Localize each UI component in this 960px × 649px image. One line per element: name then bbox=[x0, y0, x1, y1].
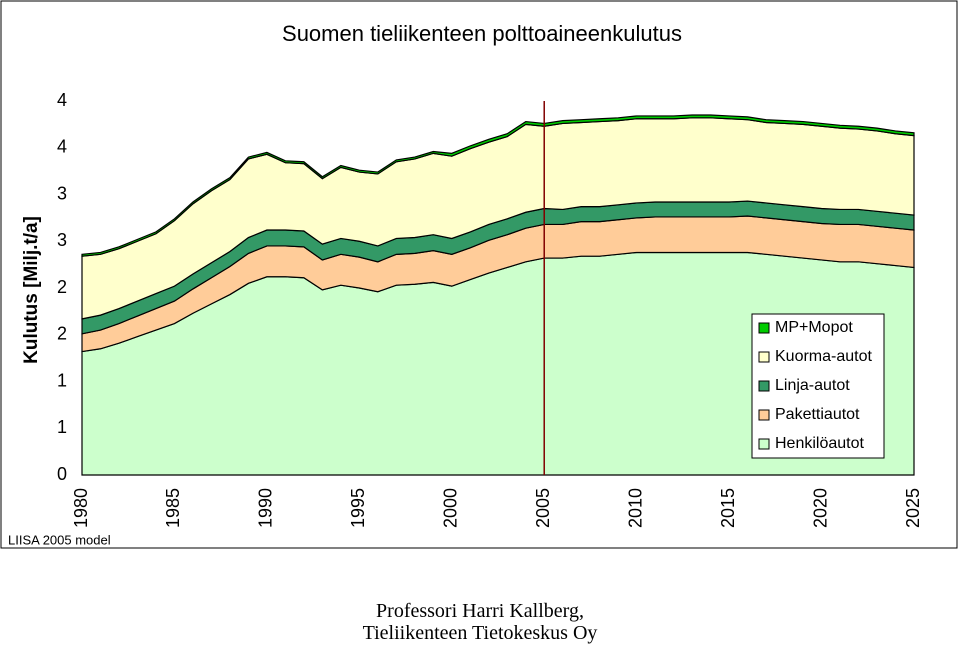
footer-line: Professori Harri Kallberg, bbox=[376, 600, 584, 622]
x-tick-label: 2015 bbox=[718, 488, 738, 528]
x-tick-label: 1990 bbox=[256, 488, 276, 528]
y-tick-label: 1 bbox=[57, 370, 67, 390]
chart: Suomen tieliikenteen polttoaineenkulutus… bbox=[0, 0, 958, 549]
legend-label: Kuorma-autot bbox=[775, 348, 872, 365]
legend-label: Henkilöautot bbox=[775, 435, 865, 452]
legend: Henkilöautot Pakettiautot Linja-autot Kuorm… bbox=[751, 313, 885, 459]
model-note: LIISA 2005 model bbox=[8, 532, 111, 547]
footer-line: Tieliikenteen Tietokeskus Oy bbox=[362, 622, 598, 644]
y-axis-label: Kulutus [Milj.t/a] bbox=[21, 216, 42, 364]
y-tick-label: 4 bbox=[57, 137, 67, 157]
legend-swatch bbox=[758, 351, 770, 363]
x-tick-label: 2025 bbox=[903, 488, 923, 528]
legend-swatch bbox=[758, 438, 770, 450]
legend-swatch bbox=[758, 322, 770, 334]
x-tick-label: 1995 bbox=[348, 488, 368, 528]
legend-swatch bbox=[758, 380, 770, 392]
x-tick-label: 2000 bbox=[441, 488, 461, 528]
legend-label: Linja-autot bbox=[775, 377, 850, 394]
y-tick-label: 2 bbox=[57, 277, 67, 297]
y-tick-label: 3 bbox=[57, 230, 67, 250]
legend-label: Pakettiautot bbox=[775, 406, 860, 423]
x-tick-label: 2010 bbox=[625, 488, 645, 528]
x-tick-label: 2005 bbox=[533, 488, 553, 528]
footer: Professori Harri Kallberg, Tieliikenteen… bbox=[0, 600, 960, 644]
y-tick-label: 4 bbox=[57, 90, 67, 110]
area bbox=[81, 114, 915, 257]
legend-box bbox=[751, 313, 885, 459]
chart-title: Suomen tieliikenteen polttoaineenkulutus bbox=[282, 21, 682, 46]
y-tick-label: 1 bbox=[57, 417, 67, 437]
y-tick-label: 2 bbox=[57, 324, 67, 344]
x-tick-label: 1980 bbox=[71, 488, 91, 528]
y-tick-label: 3 bbox=[57, 183, 67, 203]
legend-swatch bbox=[758, 409, 770, 421]
x-tick-label: 1985 bbox=[163, 488, 183, 528]
legend-label: MP+Mopot bbox=[775, 319, 853, 336]
y-tick-label: 0 bbox=[57, 464, 67, 484]
x-tick-label: 2020 bbox=[810, 488, 830, 528]
